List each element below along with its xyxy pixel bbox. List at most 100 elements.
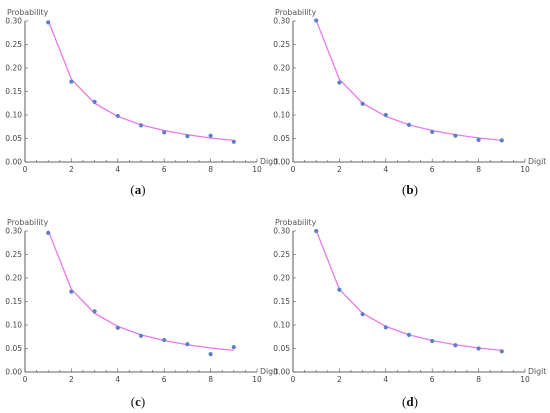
x-tick-label: 2 <box>69 375 74 384</box>
x-tick-label: 0 <box>291 375 296 384</box>
y-tick-label: 0.05 <box>273 134 290 143</box>
y-tick-label: 0.00 <box>273 368 290 377</box>
y-tick-label: 0.15 <box>273 87 290 96</box>
y-tick-label: 0.25 <box>5 40 22 49</box>
y-tick-label: 0.25 <box>273 250 290 259</box>
x-axis-title: Digit <box>528 367 546 376</box>
y-tick-label: 0.20 <box>5 274 22 283</box>
observed-data-point <box>92 309 97 314</box>
x-tick-label: 6 <box>430 165 435 174</box>
y-tick-label: 0.10 <box>5 321 22 330</box>
observed-data-point <box>406 332 412 337</box>
chart-panel-b: 0.00 0.05 0.10 0.15 0.20 0.25 0.30 0 2 4 6 8 10 Proba… <box>273 8 546 174</box>
observed-data-point <box>231 344 236 350</box>
x-tick-label: 6 <box>430 375 435 384</box>
observed-data-point <box>337 287 342 292</box>
observed-data-point <box>337 80 342 85</box>
observed-data-point <box>360 101 365 106</box>
caption-a: (a) <box>130 182 146 197</box>
x-tick-label: 4 <box>383 165 388 174</box>
y-tick-label: 0.05 <box>5 134 22 143</box>
x-axis-title: Digit <box>260 367 278 376</box>
x-tick-label: 10 <box>252 375 262 384</box>
y-axis-title: Probability <box>7 218 49 227</box>
y-tick-label: 0.00 <box>5 368 22 377</box>
observed-data-point <box>138 333 144 338</box>
observed-data-point <box>231 139 236 144</box>
x-axis-title: Digit <box>528 157 546 166</box>
x-tick-label: 4 <box>383 375 388 384</box>
x-tick-label: 6 <box>162 375 167 384</box>
fitted-curve-line <box>47 230 234 352</box>
x-tick-label: 2 <box>69 165 74 174</box>
observed-data-point <box>453 343 458 348</box>
y-tick-label: 0.15 <box>5 87 22 96</box>
y-tick-label: 0.15 <box>273 297 290 306</box>
y-tick-label: 0.20 <box>273 64 290 73</box>
y-tick-label: 0.05 <box>5 344 22 353</box>
observed-data-point <box>208 352 213 357</box>
observed-data-point <box>162 337 167 343</box>
x-tick-label: 10 <box>520 375 530 384</box>
observed-data-point <box>314 228 319 234</box>
caption-d: (d) <box>402 394 418 409</box>
y-tick-label: 0.30 <box>5 17 22 26</box>
observed-data-point <box>115 325 120 330</box>
fitted-curve-line <box>315 20 502 142</box>
x-tick-label: 6 <box>162 165 167 174</box>
x-tick-label: 0 <box>23 165 28 174</box>
y-tick-label: 0.20 <box>273 274 290 283</box>
y-tick-label: 0.00 <box>5 158 22 167</box>
y-tick-label: 0.10 <box>273 321 290 330</box>
x-tick-label: 4 <box>115 375 120 384</box>
observed-data-point <box>406 122 412 127</box>
observed-data-point <box>208 133 213 138</box>
observed-data-point <box>499 138 504 143</box>
x-tick-label: 0 <box>291 165 296 174</box>
y-axis-title: Probability <box>275 218 317 227</box>
x-tick-label: 2 <box>337 375 342 384</box>
observed-data-point <box>476 346 481 351</box>
y-axis-title: Probability <box>275 8 317 17</box>
observed-data-point <box>453 133 458 138</box>
x-tick-label: 10 <box>520 165 530 174</box>
y-tick-label: 0.30 <box>273 17 290 26</box>
observed-data-point <box>69 79 74 84</box>
x-tick-label: 4 <box>115 165 120 174</box>
observed-data-point <box>499 349 504 354</box>
chart-panel-a: 0.00 0.05 0.10 0.15 0.20 0.25 0.30 0 2 4 6 8 10 Proba… <box>5 8 278 174</box>
fitted-curve-line <box>315 230 502 352</box>
chart-panel-d: 0.00 0.05 0.10 0.15 0.20 0.25 0.30 0 2 4 6 8 10 Proba… <box>273 218 546 384</box>
observed-data-point <box>383 325 388 330</box>
x-tick-label: 2 <box>337 165 342 174</box>
y-tick-label: 0.30 <box>5 227 22 236</box>
observed-data-point <box>185 134 190 139</box>
caption-c: (c) <box>130 394 146 409</box>
observed-data-point <box>430 338 435 344</box>
y-tick-label: 0.20 <box>5 64 22 73</box>
x-tick-label: 10 <box>252 165 262 174</box>
observed-data-point <box>430 129 435 135</box>
observed-data-point <box>383 112 388 118</box>
observed-data-point <box>46 230 51 235</box>
x-tick-label: 8 <box>208 165 213 174</box>
y-tick-label: 0.10 <box>273 111 290 120</box>
fitted-curve-line <box>47 20 234 142</box>
x-tick-label: 8 <box>208 375 213 384</box>
observed-data-point <box>92 99 97 104</box>
observed-data-point <box>185 342 190 347</box>
y-tick-label: 0.15 <box>5 297 22 306</box>
y-axis-title: Probability <box>7 8 49 17</box>
observed-data-point <box>360 312 365 317</box>
x-tick-label: 8 <box>476 165 481 174</box>
observed-data-point <box>69 289 74 294</box>
observed-data-point <box>138 123 144 128</box>
chart-panel-c: 0.00 0.05 0.10 0.15 0.20 0.25 0.30 0 2 4 6 8 10 Proba… <box>5 218 278 384</box>
y-tick-label: 0.25 <box>273 40 290 49</box>
y-tick-label: 0.05 <box>273 344 290 353</box>
x-tick-label: 0 <box>23 375 28 384</box>
observed-data-point <box>46 20 51 25</box>
y-tick-label: 0.00 <box>273 158 290 167</box>
y-tick-label: 0.30 <box>273 227 290 236</box>
